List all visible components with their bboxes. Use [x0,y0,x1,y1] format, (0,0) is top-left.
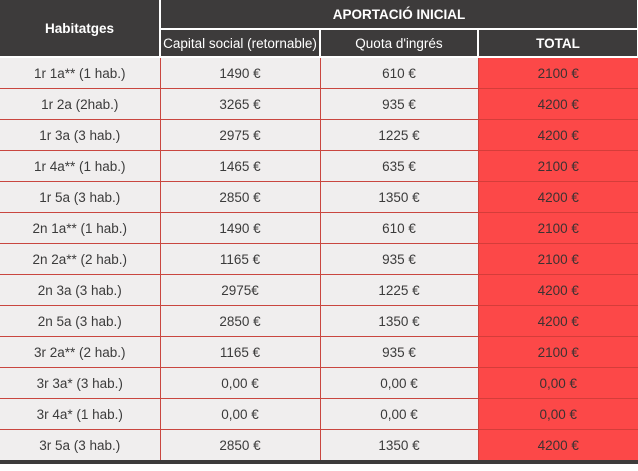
total-cell: 0,00 € [477,367,638,399]
quota-ingres-cell: 935 € [319,336,479,368]
quota-ingres-cell: 0,00 € [319,367,479,399]
total-cell: 4200 € [477,181,638,213]
total-cell: 2100 € [477,56,638,89]
quota-ingres-cell: 635 € [319,150,479,182]
total-cell: 0,00 € [477,398,638,430]
table-row: 1r 1a** (1 hab.) 1490 € 610 € 2100 € [0,56,638,89]
table-row: 2n 1a** (1 hab.) 1490 € 610 € 2100 € [0,212,638,244]
total-cell: 4200 € [477,274,638,306]
table-row: 1r 5a (3 hab.) 2850 € 1350 € 4200 € [0,181,638,213]
capital-social-cell: 1490 € [159,56,321,89]
quota-ingres-cell: 0,00 € [319,398,479,430]
header-subrow: Capital social (retornable) Quota d'ingr… [0,28,638,58]
col-header-quota-ingres: Quota d'ingrés [319,28,479,58]
habitatge-cell: 1r 1a** (1 hab.) [0,56,161,89]
habitatge-cell: 2n 5a (3 hab.) [0,305,161,337]
total-cell: 4200 € [477,429,638,463]
table-row: 1r 4a** (1 hab.) 1465 € 635 € 2100 € [0,150,638,182]
quota-ingres-cell: 935 € [319,88,479,120]
quota-ingres-cell: 1350 € [319,429,479,463]
habitatge-cell: 3r 3a* (3 hab.) [0,367,161,399]
table-body: 1r 1a** (1 hab.) 1490 € 610 € 2100 € 1r … [0,56,638,463]
table-row: 2n 3a (3 hab.) 2975€ 1225 € 4200 € [0,274,638,306]
capital-social-cell: 2850 € [159,305,321,337]
quota-ingres-cell: 610 € [319,212,479,244]
capital-social-cell: 2850 € [159,429,321,463]
capital-social-cell: 1165 € [159,243,321,275]
quota-ingres-cell: 1225 € [319,274,479,306]
col-header-total: TOTAL [476,28,638,58]
table-row: 2n 5a (3 hab.) 2850 € 1350 € 4200 € [0,305,638,337]
capital-social-cell: 2975€ [159,274,321,306]
habitatge-cell: 1r 5a (3 hab.) [0,181,161,213]
header-row-group: Habitatges APORTACIÓ INICIAL [0,0,638,58]
table-row: 2n 2a** (2 hab.) 1165 € 935 € 2100 € [0,243,638,275]
total-cell: 2100 € [477,336,638,368]
total-cell: 2100 € [477,150,638,182]
habitatge-cell: 1r 3a (3 hab.) [0,119,161,151]
habitatge-cell: 1r 4a** (1 hab.) [0,150,161,182]
habitatge-cell: 3r 4a* (1 hab.) [0,398,161,430]
total-cell: 4200 € [477,305,638,337]
quota-ingres-cell: 1350 € [319,181,479,213]
table-row: 3r 4a* (1 hab.) 0,00 € 0,00 € 0,00 € [0,398,638,430]
capital-social-cell: 1490 € [159,212,321,244]
table-row: 1r 3a (3 hab.) 2975 € 1225 € 4200 € [0,119,638,151]
table-row: 3r 3a* (3 hab.) 0,00 € 0,00 € 0,00 € [0,367,638,399]
quota-ingres-cell: 1350 € [319,305,479,337]
habitatge-cell: 2n 2a** (2 hab.) [0,243,161,275]
table-row: 3r 5a (3 hab.) 2850 € 1350 € 4200 € [0,429,638,463]
total-cell: 2100 € [477,212,638,244]
habitatge-cell: 2n 3a (3 hab.) [0,274,161,306]
col-header-capital-social: Capital social (retornable) [159,28,321,58]
col-header-habitatges: Habitatges [0,0,161,58]
capital-social-cell: 1165 € [159,336,321,368]
total-cell: 4200 € [477,119,638,151]
habitatge-cell: 3r 2a** (2 hab.) [0,336,161,368]
habitatge-cell: 2n 1a** (1 hab.) [0,212,161,244]
capital-social-cell: 2975 € [159,119,321,151]
total-cell: 2100 € [477,243,638,275]
quota-ingres-cell: 1225 € [319,119,479,151]
habitatge-cell: 3r 5a (3 hab.) [0,429,161,463]
capital-social-cell: 0,00 € [159,398,321,430]
capital-social-cell: 3265 € [159,88,321,120]
capital-social-cell: 2850 € [159,181,321,213]
habitatge-cell: 1r 2a (2hab.) [0,88,161,120]
table-row: 3r 2a** (2 hab.) 1165 € 935 € 2100 € [0,336,638,368]
col-header-aportacio-inicial: APORTACIÓ INICIAL [158,0,638,30]
total-cell: 4200 € [477,88,638,120]
quota-ingres-cell: 610 € [319,56,479,89]
quota-ingres-cell: 935 € [319,243,479,275]
capital-social-cell: 0,00 € [159,367,321,399]
capital-social-cell: 1465 € [159,150,321,182]
table-row: 1r 2a (2hab.) 3265 € 935 € 4200 € [0,88,638,120]
